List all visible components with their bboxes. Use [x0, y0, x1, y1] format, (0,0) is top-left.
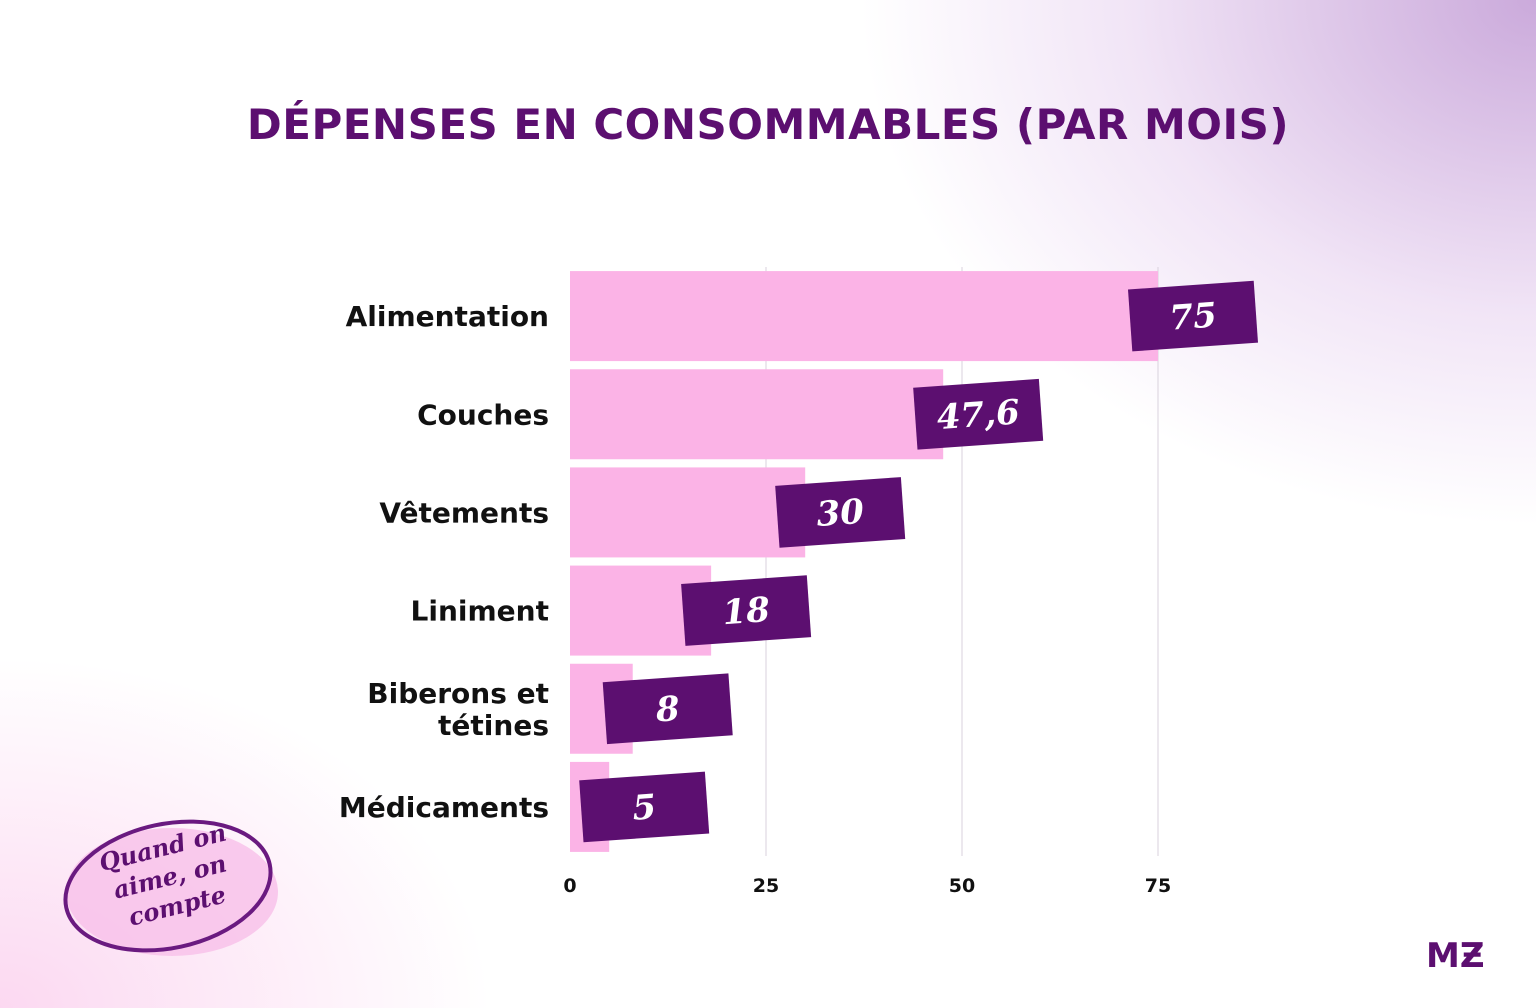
- value-tag-box: [681, 575, 812, 646]
- category-label: Vêtements: [379, 496, 549, 529]
- brand-logo: MƵ: [1426, 936, 1485, 976]
- category-label: Biberons et tétines: [367, 677, 549, 742]
- value-tag: 75: [1127, 280, 1259, 352]
- value-label: 47,6: [936, 392, 1021, 438]
- value-label: 5: [631, 787, 657, 829]
- value-tag: 8: [602, 673, 733, 745]
- value-label: 75: [1168, 295, 1218, 338]
- x-tick-label: 25: [753, 875, 779, 897]
- bar: [570, 271, 1158, 362]
- x-tick-label: 0: [563, 875, 576, 897]
- logo-mark: Ƶ: [1459, 936, 1485, 976]
- gridlines: [765, 267, 1159, 856]
- value-tag-box: [602, 673, 733, 745]
- category-label: Médicaments: [339, 791, 549, 824]
- chart-title: DÉPENSES EN CONSOMMABLES (PAR MOIS): [246, 100, 1290, 149]
- category-labels: Alimentation Couches Vêtements Liniment Bibe…: [339, 300, 549, 824]
- value-tag-box: [579, 771, 710, 843]
- value-tag-box: [913, 378, 1044, 450]
- value-labels: 75 47,6 30 18 8 5: [579, 280, 1259, 843]
- bars: [570, 271, 1158, 852]
- x-tick-labels: 0 25 50 75: [563, 875, 1171, 897]
- value-tag: 30: [775, 477, 906, 548]
- value-label: 30: [815, 492, 865, 535]
- category-label: Alimentation: [346, 300, 549, 333]
- value-tag: 47,6: [913, 378, 1044, 450]
- value-tag: 5: [579, 771, 710, 843]
- stamp-badge: [63, 819, 278, 956]
- value-label: 18: [721, 590, 771, 633]
- category-label: Liniment: [411, 595, 549, 628]
- value-tag-box: [775, 477, 906, 548]
- x-tick-label: 75: [1145, 875, 1171, 897]
- category-label: Couches: [417, 398, 549, 431]
- value-label: 8: [654, 689, 681, 731]
- bar: [570, 369, 944, 460]
- value-tag-box: [1127, 280, 1259, 352]
- logo-text: M: [1426, 936, 1460, 976]
- x-tick-label: 50: [949, 875, 975, 897]
- bar: [570, 467, 806, 558]
- value-tag: 18: [681, 575, 812, 646]
